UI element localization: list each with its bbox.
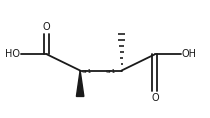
Text: O: O [152,93,160,103]
Polygon shape [76,71,84,96]
Text: OH: OH [181,49,196,59]
Text: or1: or1 [106,69,116,74]
Text: HO: HO [5,49,20,59]
Text: or1: or1 [81,69,92,74]
Text: O: O [42,22,50,32]
